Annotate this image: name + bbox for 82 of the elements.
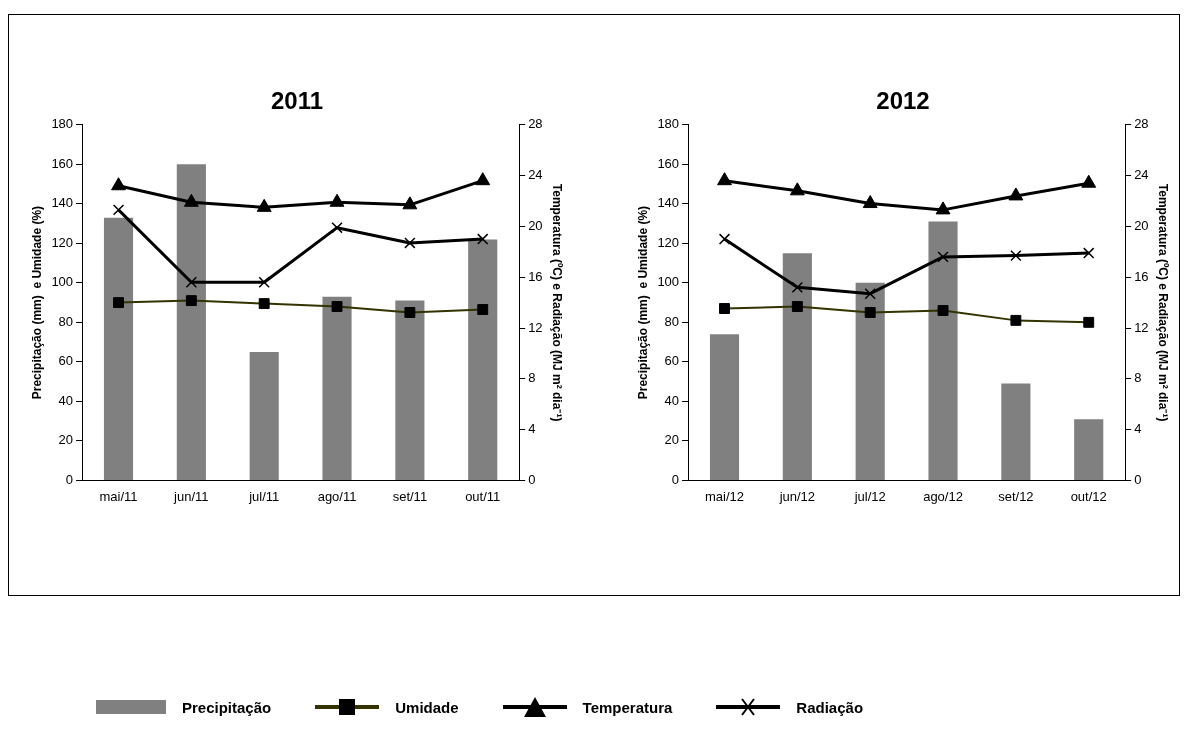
x-tick-label: ago/12 (923, 488, 963, 504)
y-tick-label: 100 (51, 274, 74, 290)
y-axis-title: Precipitação (mm) e Umidade (%) (29, 205, 44, 400)
y-tick-label: 0 (671, 471, 680, 487)
point (404, 237, 416, 249)
y2-tick-label: 4 (528, 421, 536, 437)
y2-tick-label: 8 (1134, 370, 1142, 386)
point (111, 177, 126, 191)
legend-label: Radiação (796, 698, 864, 716)
x-tick-label: out/12 (1070, 488, 1107, 504)
point (331, 221, 343, 234)
y2-tick-label: 16 (528, 268, 543, 284)
y-axis-title: Precipitação (mm) e Umidade (%) (635, 205, 650, 400)
x-tick-label: set/12 (998, 488, 1034, 504)
y-tick-label: 180 (657, 116, 680, 132)
bar (1001, 383, 1031, 480)
y-tick-label: 120 (51, 234, 74, 250)
y-tick-label: 180 (51, 116, 74, 132)
y-tick-label: 60 (58, 353, 74, 369)
bar (249, 351, 279, 480)
y2-tick-label: 0 (528, 471, 536, 487)
y2-axis-title: Temperatura (ºC) e Radiação (MJ m² dia⁻¹) (1156, 183, 1171, 422)
point (475, 172, 491, 186)
y-tick-label: 20 (58, 432, 74, 448)
x-tick-label: ago/11 (317, 488, 357, 504)
bar (855, 282, 885, 480)
legend-label: Temperatura (582, 698, 673, 716)
y2-tick-label: 8 (528, 370, 536, 386)
y-tick-label: 140 (51, 195, 74, 211)
y-tick-label: 120 (657, 234, 680, 250)
chart-title: 2011 (270, 87, 324, 115)
bar (468, 239, 498, 480)
y-tick-label: 140 (657, 195, 680, 211)
bar (322, 296, 352, 480)
y-tick-label: 20 (664, 432, 680, 448)
legend-label: Precipitação (182, 698, 272, 716)
y2-tick-label: 20 (1134, 217, 1149, 233)
x-tick-label: jul/11 (248, 488, 280, 504)
y2-tick-label: 12 (1134, 319, 1149, 335)
y-tick-label: 60 (664, 353, 680, 369)
bar (176, 164, 206, 480)
bar (1074, 419, 1104, 480)
y2-tick-label: 12 (528, 319, 543, 335)
point (477, 233, 489, 245)
point (183, 193, 199, 207)
y2-tick-label: 16 (1134, 268, 1149, 284)
x-tick-label: mai/12 (705, 488, 745, 504)
y-tick-label: 80 (58, 313, 74, 329)
x-tick-label: set/11 (392, 488, 428, 504)
y2-tick-label: 28 (528, 116, 543, 132)
bar (928, 221, 958, 480)
bar (395, 300, 425, 480)
point (185, 276, 198, 288)
legend-label: Umidade (395, 698, 459, 716)
point (402, 196, 418, 210)
y2-tick-label: 0 (1134, 471, 1142, 487)
y2-tick-label: 24 (1134, 167, 1149, 183)
y2-tick-label: 24 (528, 167, 543, 183)
point (112, 204, 125, 216)
chart-title: 2012 (876, 87, 930, 115)
y-tick-label: 160 (657, 155, 680, 171)
y-tick-label: 40 (664, 392, 680, 408)
x-tick-label: jun/11 (173, 488, 209, 504)
y-tick-label: 160 (51, 155, 74, 171)
y-tick-label: 40 (58, 392, 74, 408)
y2-tick-label: 4 (1134, 421, 1142, 437)
bar (782, 253, 812, 480)
x-tick-label: jul/12 (853, 488, 886, 504)
x-tick-label: out/11 (465, 488, 501, 504)
bar (709, 334, 740, 480)
y2-tick-label: 20 (528, 217, 543, 233)
point (329, 193, 345, 207)
y2-axis-title: Temperatura (ºC) e Radiação (MJ m² dia⁻¹) (550, 183, 565, 422)
x-tick-label: mai/11 (99, 488, 138, 504)
y-tick-label: 80 (664, 313, 680, 329)
y-tick-label: 0 (65, 471, 74, 487)
bar (103, 217, 134, 480)
point (256, 198, 272, 212)
y2-tick-label: 28 (1134, 116, 1149, 132)
point (258, 276, 270, 288)
y-tick-label: 100 (657, 274, 680, 290)
x-tick-label: jun/12 (778, 488, 816, 504)
